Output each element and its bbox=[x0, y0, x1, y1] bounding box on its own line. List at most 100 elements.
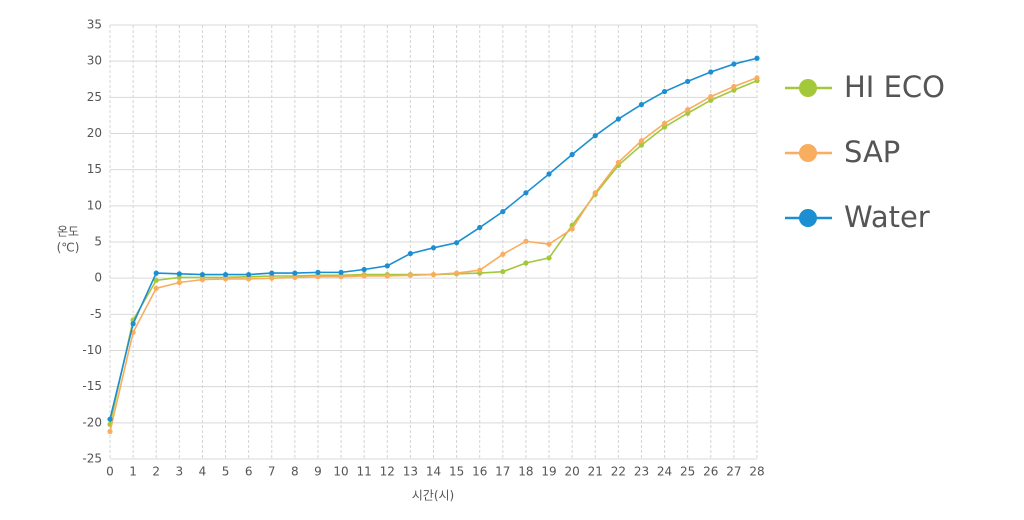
data-point bbox=[523, 238, 529, 244]
data-point bbox=[546, 241, 552, 247]
x-tick-label: 2 bbox=[152, 465, 160, 479]
x-tick-label: 24 bbox=[657, 465, 672, 479]
y-tick-label: -10 bbox=[82, 343, 102, 357]
data-point bbox=[361, 273, 367, 279]
data-point bbox=[661, 88, 668, 95]
data-point bbox=[592, 190, 598, 196]
y-tick-label: -5 bbox=[90, 307, 102, 321]
x-tick-label: 25 bbox=[680, 465, 695, 479]
data-point bbox=[107, 428, 113, 435]
y-axis-label: 온도 bbox=[57, 225, 79, 239]
data-point bbox=[338, 274, 344, 280]
x-tick-label: 6 bbox=[245, 465, 253, 479]
x-tick-label: 19 bbox=[541, 465, 556, 479]
data-point bbox=[222, 271, 229, 278]
data-point bbox=[269, 270, 275, 276]
data-point bbox=[430, 271, 437, 278]
x-tick-label: 22 bbox=[611, 465, 626, 479]
x-tick-label: 13 bbox=[403, 465, 418, 479]
y-tick-label: -20 bbox=[82, 415, 102, 429]
data-point bbox=[222, 276, 229, 282]
x-tick-label: 11 bbox=[357, 465, 372, 479]
x-axis-label: 시간(시) bbox=[412, 489, 454, 503]
x-tick-label: 7 bbox=[268, 465, 276, 479]
data-point bbox=[708, 94, 714, 100]
x-tick-label: 3 bbox=[176, 465, 184, 479]
data-point bbox=[430, 245, 437, 251]
data-point bbox=[153, 270, 159, 276]
legend-marker bbox=[799, 79, 817, 97]
y-tick-label: 30 bbox=[87, 54, 102, 68]
x-tick-label: 12 bbox=[380, 465, 395, 479]
data-point bbox=[384, 273, 390, 279]
data-point bbox=[246, 276, 252, 282]
data-point bbox=[708, 69, 714, 75]
data-point bbox=[615, 159, 621, 166]
data-point bbox=[153, 285, 159, 291]
data-point bbox=[615, 116, 621, 122]
data-point bbox=[199, 277, 206, 283]
data-point bbox=[546, 171, 552, 177]
x-tick-label: 0 bbox=[106, 465, 114, 479]
data-point bbox=[338, 269, 344, 275]
x-tick-label: 28 bbox=[749, 465, 764, 479]
data-point bbox=[569, 151, 575, 158]
data-point bbox=[361, 266, 367, 273]
x-tick-label: 16 bbox=[472, 465, 487, 479]
data-point bbox=[407, 250, 413, 257]
data-point bbox=[754, 75, 760, 81]
data-point bbox=[523, 260, 529, 266]
y-tick-label: 10 bbox=[87, 198, 102, 212]
x-tick-label: 20 bbox=[565, 465, 580, 479]
data-point bbox=[130, 321, 136, 327]
data-point bbox=[685, 110, 691, 116]
data-point bbox=[731, 83, 737, 90]
data-point bbox=[269, 275, 275, 281]
data-point bbox=[569, 226, 575, 232]
data-point bbox=[523, 190, 529, 196]
y-tick-label: -15 bbox=[82, 379, 102, 393]
y-tick-label: 5 bbox=[94, 235, 102, 249]
data-point bbox=[546, 255, 552, 261]
data-point bbox=[292, 274, 298, 281]
data-point bbox=[638, 142, 645, 148]
data-point bbox=[315, 274, 321, 280]
data-point bbox=[315, 269, 321, 275]
data-point bbox=[407, 272, 413, 278]
legend-marker bbox=[799, 144, 817, 162]
x-tick-label: 26 bbox=[703, 465, 718, 479]
data-point bbox=[685, 107, 691, 113]
data-point bbox=[638, 138, 645, 144]
data-point bbox=[500, 251, 506, 257]
data-point bbox=[500, 269, 506, 275]
data-point bbox=[176, 279, 182, 286]
x-tick-label: 9 bbox=[314, 465, 322, 479]
legend-label: HI ECO bbox=[844, 70, 945, 104]
y-tick-label: 20 bbox=[87, 126, 102, 140]
legend-label: SAP bbox=[844, 135, 900, 169]
data-point bbox=[708, 97, 714, 103]
x-tick-label: 5 bbox=[222, 465, 230, 479]
legend-marker bbox=[799, 209, 817, 227]
legend-label: Water bbox=[844, 200, 930, 234]
y-tick-label: 35 bbox=[87, 18, 102, 32]
y-axis-label: (℃) bbox=[57, 241, 80, 255]
x-tick-label: 10 bbox=[333, 465, 348, 479]
y-tick-label: 0 bbox=[94, 271, 102, 285]
data-point bbox=[754, 55, 760, 61]
data-point bbox=[661, 124, 668, 130]
data-point bbox=[246, 271, 252, 278]
data-point bbox=[176, 274, 182, 281]
y-tick-label: 25 bbox=[87, 90, 102, 104]
data-point bbox=[638, 101, 645, 108]
x-tick-label: 17 bbox=[495, 465, 510, 479]
data-point bbox=[153, 277, 159, 283]
x-tick-label: 18 bbox=[518, 465, 533, 479]
x-tick-label: 23 bbox=[634, 465, 649, 479]
x-tick-label: 1 bbox=[129, 465, 137, 479]
data-point bbox=[199, 271, 206, 278]
data-point bbox=[384, 263, 390, 269]
data-point bbox=[454, 240, 460, 246]
data-point bbox=[477, 267, 483, 273]
